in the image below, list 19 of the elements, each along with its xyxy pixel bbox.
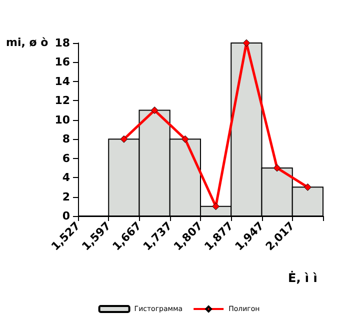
point <box>242 39 250 47</box>
point <box>181 135 189 143</box>
y-tick-label: 2 <box>62 190 70 204</box>
y-tick-label: 14 <box>54 74 70 88</box>
point <box>150 106 158 114</box>
point <box>304 183 312 191</box>
y-tick-label: 12 <box>54 94 70 108</box>
point <box>120 135 128 143</box>
y-tick-label: 4 <box>62 171 70 184</box>
point <box>212 202 220 210</box>
y-tick-label: 18 <box>54 36 70 50</box>
y-axis-title: mi, ø ò <box>6 36 49 49</box>
x-axis-title: Ė, ì ì <box>288 270 318 285</box>
y-tick-label: 6 <box>62 152 70 165</box>
point <box>273 164 281 172</box>
y-tick-label: 16 <box>54 56 70 69</box>
y-tick-label: 8 <box>62 132 70 146</box>
y-tick-label: 0 <box>62 210 70 222</box>
y-tick-label: 10 <box>54 113 70 126</box>
